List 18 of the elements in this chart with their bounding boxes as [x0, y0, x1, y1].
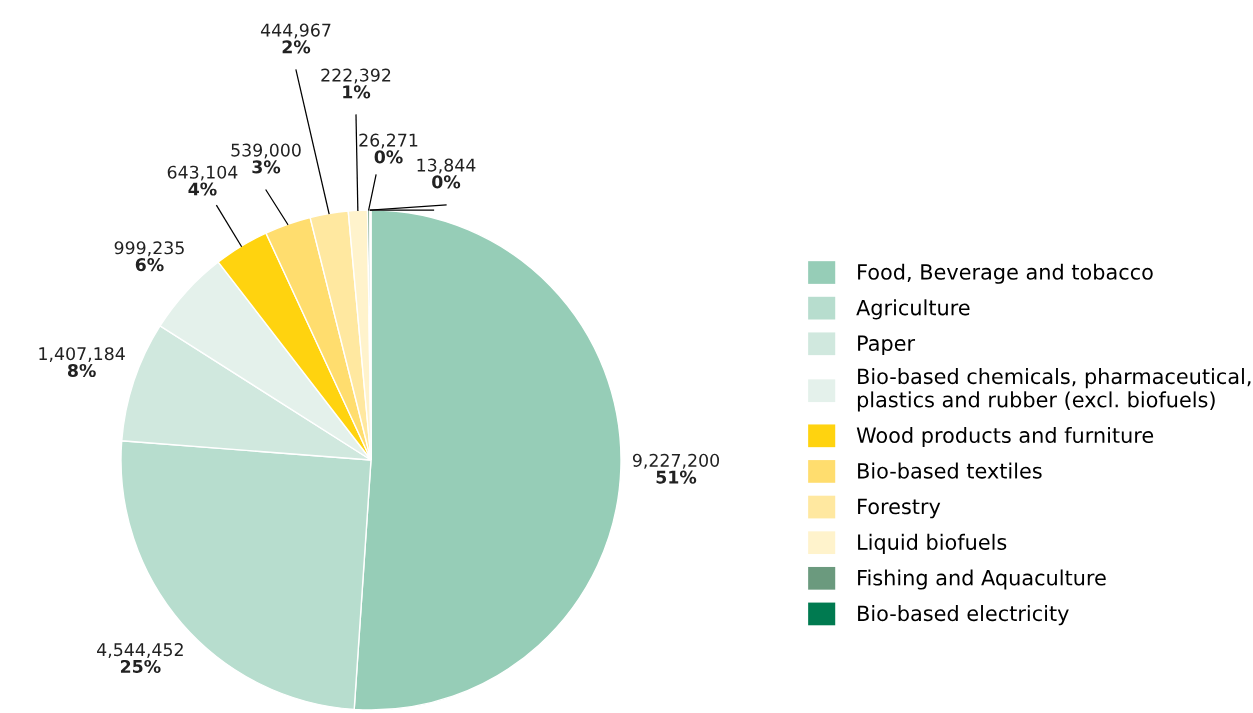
data-label: 13,844 0%: [417, 158, 476, 189]
data-label: 999,235 6%: [114, 241, 184, 272]
legend-label: Agriculture: [856, 299, 970, 320]
legend-label: Fishing and Aquaculture: [858, 569, 1106, 590]
legend-label: Bio-based textiles: [858, 462, 1042, 479]
data-label: 1,407,184 8%: [39, 347, 125, 378]
legend-label: Wood products and furniture: [856, 426, 1154, 448]
data-label: 444,967 2%: [260, 23, 331, 54]
data-label: 4,544,452 25%: [97, 643, 183, 674]
legend-label: Paper: [858, 335, 916, 356]
legend-label: Bio-based chemicals, pharmaceutical, plastics and rubber (excl. biofuels): [857, 368, 1251, 412]
legend-label: Bio-based electricity: [858, 605, 1069, 626]
data-label: 9,227,200 51%: [632, 453, 720, 484]
data-label: 222,392 1%: [321, 68, 391, 99]
legend-label: Food, Beverage and tobacco: [858, 263, 1153, 284]
data-label: 26,271 0%: [359, 133, 418, 164]
legend-label: Forestry: [858, 498, 941, 519]
legend-label: Liquid biofuels: [858, 533, 1007, 554]
